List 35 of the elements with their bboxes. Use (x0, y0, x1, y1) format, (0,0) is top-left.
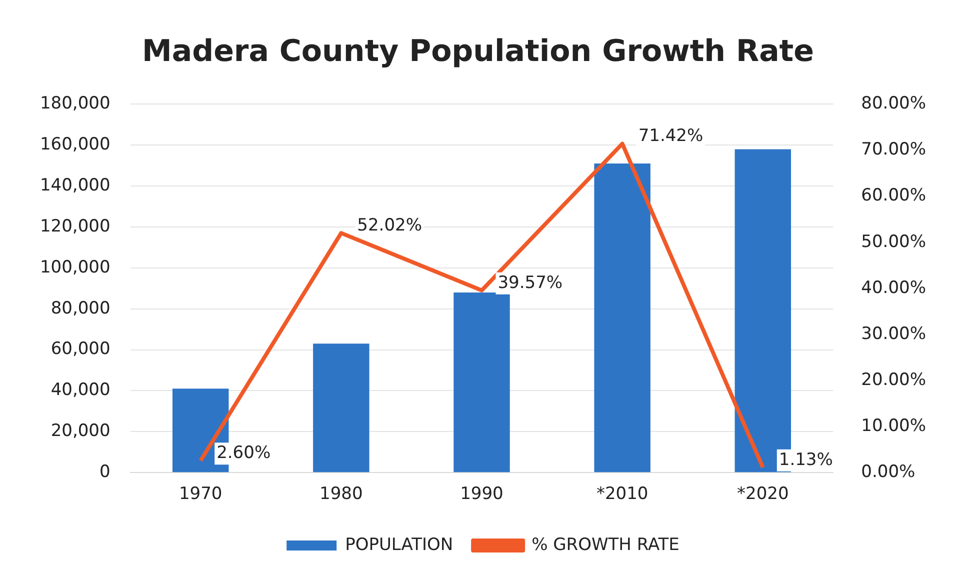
y-tick-label: 60,000 (50, 339, 110, 360)
x-tick-label: *2010 (596, 484, 648, 504)
y-tick-label: 120,000 (40, 216, 110, 236)
y-tick-label: 0 (99, 462, 110, 482)
bar (594, 164, 650, 472)
y-tick-label: 160,000 (40, 134, 110, 155)
x-tick-label: 1970 (178, 484, 222, 504)
y-tick-label: 180,000 (40, 94, 110, 114)
y2-tick-label: 80.00% (861, 94, 926, 114)
x-tick-label: 1990 (460, 484, 504, 504)
data-label: 2.60% (216, 443, 271, 464)
bar (313, 344, 370, 472)
y-tick-label: 80,000 (50, 298, 110, 318)
chart-title: Madera County Population Growth Rate (141, 34, 815, 71)
data-label: 52.02% (357, 215, 422, 236)
y2-tick-label: 20.00% (861, 370, 926, 390)
y-tick-label: 40,000 (50, 380, 110, 400)
data-label: 71.42% (638, 126, 704, 146)
legend-label: POPULATION (345, 534, 454, 555)
y2-tick-label: 50.00% (861, 232, 926, 252)
data-label: 39.57% (498, 272, 563, 293)
y2-tick-label: 60.00% (861, 186, 926, 206)
legend-label: % GROWTH RATE (532, 534, 680, 555)
x-tick-label: 1980 (320, 484, 363, 504)
x-tick-label: *2020 (737, 484, 789, 504)
y-tick-label: 20,000 (50, 421, 110, 442)
y-tick-label: 140,000 (40, 175, 110, 196)
y2-tick-label: 70.00% (861, 140, 926, 160)
y-tick-label: 100,000 (40, 257, 110, 278)
y2-tick-label: 30.00% (861, 324, 926, 344)
data-label: 1.13% (778, 450, 833, 470)
bar (454, 292, 510, 472)
y2-tick-label: 0.00% (861, 462, 916, 482)
y2-tick-label: 40.00% (861, 278, 926, 298)
y2-tick-label: 10.00% (861, 416, 926, 436)
